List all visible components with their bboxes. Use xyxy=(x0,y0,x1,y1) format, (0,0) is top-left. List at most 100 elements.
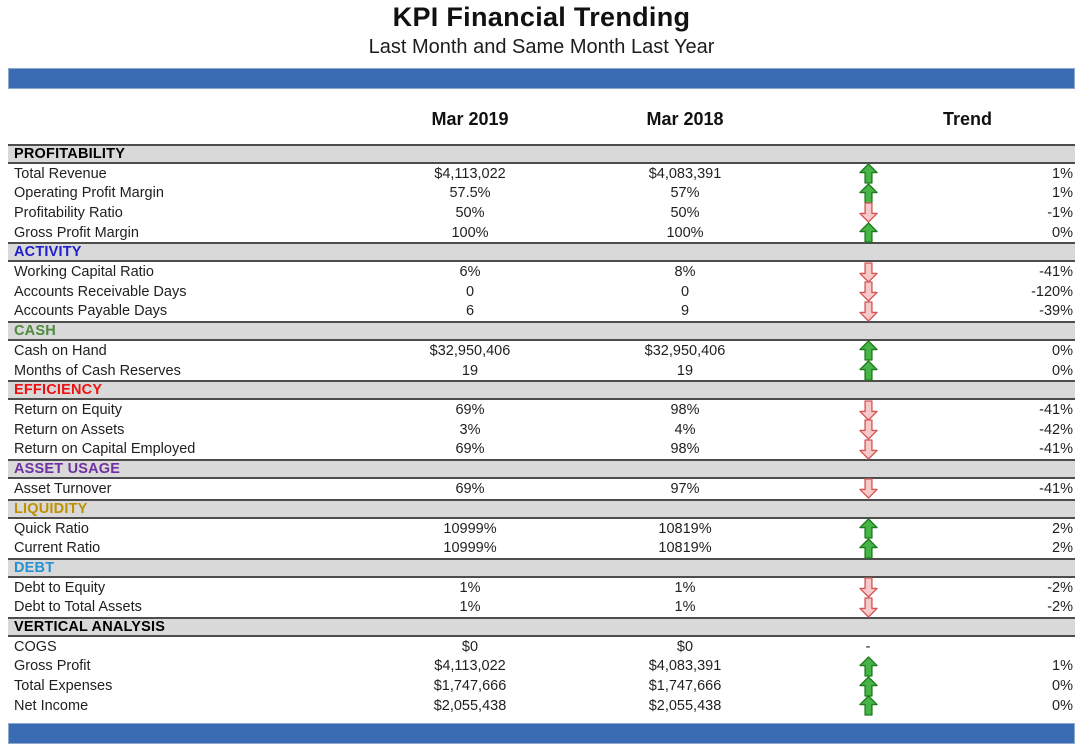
section-title: ASSET USAGE xyxy=(14,461,121,478)
trend-up-icon xyxy=(858,656,878,677)
value-mar-2019: 1% xyxy=(459,599,481,616)
row-label: Quick Ratio xyxy=(14,520,89,537)
trend-percent: -120% xyxy=(1031,283,1073,300)
trend-down-icon xyxy=(858,478,878,500)
value-mar-2019: $4,113,022 xyxy=(434,165,506,182)
value-mar-2019: 6% xyxy=(459,264,481,281)
section-header-efficiency: EFFICIENCY xyxy=(8,380,1075,401)
table-row: Return on Capital Employed 69% 98% -41% xyxy=(8,439,1075,460)
table-row: Working Capital Ratio 6% 8% -41% xyxy=(8,262,1075,283)
value-mar-2018: 4% xyxy=(674,421,696,438)
section-header-cash: CASH xyxy=(8,321,1075,342)
trend-up-icon xyxy=(858,163,878,184)
table-row: Gross Profit $4,113,022 $4,083,391 1% xyxy=(8,656,1075,677)
trend-arrow-cell xyxy=(820,675,916,697)
table-row: Cash on Hand $32,950,406 $32,950,406 0% xyxy=(8,340,1075,362)
table-row: Return on Equity 69% 98% -41% xyxy=(8,399,1075,421)
trend-arrow-cell xyxy=(820,222,916,243)
trend-down-icon xyxy=(858,577,878,598)
trend-arrow-cell xyxy=(820,360,916,381)
trend-percent: 0% xyxy=(1052,697,1073,714)
bottom-divider-bar xyxy=(8,723,1075,745)
row-label: Accounts Receivable Days xyxy=(14,283,187,300)
column-header-mar-2018: Mar 2018 xyxy=(646,109,724,129)
row-label: Total Revenue xyxy=(14,165,107,182)
section-title: PROFITABILITY xyxy=(14,146,126,162)
value-mar-2019: $0 xyxy=(461,638,479,655)
row-label: Working Capital Ratio xyxy=(14,264,154,281)
trend-up-icon xyxy=(858,537,878,559)
value-mar-2018: 8% xyxy=(674,264,696,281)
trend-arrow-cell xyxy=(820,399,916,421)
row-label: Cash on Hand xyxy=(14,342,107,359)
value-mar-2019: $32,950,406 xyxy=(429,342,511,359)
kpi-table: PROFITABILITY Total Revenue $4,113,022 $4,0… xyxy=(8,144,1075,716)
section-title: VERTICAL ANALYSIS xyxy=(14,619,166,636)
trend-percent: -2% xyxy=(1047,579,1073,596)
value-mar-2018: 100% xyxy=(666,224,704,241)
value-mar-2018: 1% xyxy=(674,599,696,616)
row-label: Gross Profit xyxy=(14,658,91,675)
trend-arrow-cell xyxy=(820,183,916,204)
value-mar-2019: 19 xyxy=(461,362,479,379)
row-label: Return on Capital Employed xyxy=(14,441,196,458)
value-mar-2018: 0 xyxy=(680,283,690,300)
trend-percent: -1% xyxy=(1047,204,1073,221)
trend-percent: 0% xyxy=(1052,224,1073,241)
trend-arrow-cell xyxy=(820,262,916,283)
trend-down-icon xyxy=(858,399,878,421)
value-mar-2019: $2,055,438 xyxy=(433,697,507,714)
section-title: ACTIVITY xyxy=(14,244,82,261)
trend-percent: -41% xyxy=(1039,402,1073,419)
trend-arrow-cell xyxy=(820,518,916,539)
value-mar-2019: 50% xyxy=(455,204,485,221)
top-divider-bar xyxy=(8,68,1075,89)
table-header-row: Mar 2019 Mar 2018 Trend xyxy=(8,89,1075,144)
value-mar-2019: 1% xyxy=(459,579,481,596)
trend-percent: -41% xyxy=(1039,480,1073,497)
row-label: Return on Equity xyxy=(14,402,123,419)
value-mar-2018: $4,083,391 xyxy=(648,658,722,675)
trend-arrow-cell xyxy=(820,656,916,677)
value-mar-2018: 10819% xyxy=(658,520,712,537)
section-title: CASH xyxy=(14,323,56,340)
trend-percent: -41% xyxy=(1039,264,1073,281)
value-mar-2019: 100% xyxy=(451,224,489,241)
trend-down-icon xyxy=(858,439,878,460)
value-mar-2019: 10999% xyxy=(443,540,497,557)
trend-arrow-cell: - xyxy=(820,639,916,655)
trend-down-icon xyxy=(858,281,878,302)
value-mar-2019: $4,113,022 xyxy=(434,658,506,675)
table-row: Profitability Ratio 50% 50% -1% xyxy=(8,202,1075,224)
trend-percent: 2% xyxy=(1052,540,1073,557)
value-mar-2018: 57% xyxy=(670,185,700,202)
section-header-activity: ACTIVITY xyxy=(8,242,1075,263)
trend-percent: 0% xyxy=(1052,342,1073,359)
trend-up-icon xyxy=(858,340,878,362)
row-label: Gross Profit Margin xyxy=(14,224,139,241)
trend-arrow-cell xyxy=(820,202,916,224)
table-row: Return on Assets 3% 4% -42% xyxy=(8,419,1075,440)
page-subtitle: Last Month and Same Month Last Year xyxy=(368,36,715,58)
value-mar-2018: $2,055,438 xyxy=(648,697,722,714)
row-label: COGS xyxy=(14,638,57,655)
section-header-debt: DEBT xyxy=(8,557,1075,578)
table-row: COGS $0 $0 - xyxy=(8,637,1075,657)
value-mar-2018: 1% xyxy=(674,579,696,596)
column-header-mar-2019: Mar 2019 xyxy=(431,109,509,129)
row-label: Total Expenses xyxy=(14,678,113,695)
trend-arrow-cell xyxy=(820,695,916,716)
trend-up-icon xyxy=(858,695,878,716)
trend-arrow-cell xyxy=(820,577,916,598)
table-row: Total Expenses $1,747,666 $1,747,666 0% xyxy=(8,675,1075,697)
value-mar-2018: $1,747,666 xyxy=(648,678,722,695)
row-label: Months of Cash Reserves xyxy=(14,362,181,379)
value-mar-2018: 98% xyxy=(670,402,700,419)
table-row: Total Revenue $4,113,022 $4,083,391 1% xyxy=(8,163,1075,184)
trend-percent: 0% xyxy=(1052,362,1073,379)
trend-up-icon xyxy=(858,183,878,204)
trend-percent: -2% xyxy=(1047,599,1073,616)
trend-up-icon xyxy=(858,360,878,381)
trend-arrow-cell xyxy=(820,419,916,440)
value-mar-2019: 69% xyxy=(455,402,485,419)
